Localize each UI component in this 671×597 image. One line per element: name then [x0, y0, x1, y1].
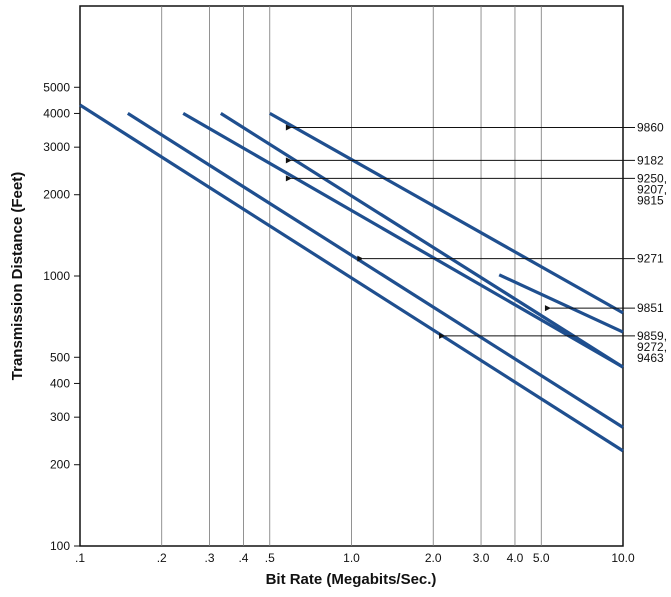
series-line	[126, 112, 624, 429]
x-tick-label: .1	[75, 551, 85, 565]
x-tick-label: 1.0	[343, 551, 360, 565]
y-tick-label: 200	[50, 458, 70, 472]
annotation-label: 9182	[637, 153, 664, 167]
annotation-label: 9271	[637, 252, 664, 266]
y-tick-label: 500	[50, 350, 70, 364]
series-line	[219, 112, 624, 369]
annotation-label: 9851	[637, 301, 664, 315]
x-tick-label: 10.0	[611, 551, 635, 565]
annotation-label: 9815	[637, 193, 664, 207]
annotation-label: 9463	[637, 351, 664, 365]
y-tick-label: 5000	[43, 80, 70, 94]
y-tick-label: 300	[50, 410, 70, 424]
annotation-label: 9272,	[637, 340, 667, 354]
x-tick-label: 5.0	[533, 551, 550, 565]
series-line	[269, 112, 624, 315]
x-tick-label: .5	[265, 551, 275, 565]
series-line	[182, 112, 624, 369]
y-tick-label: 4000	[43, 106, 70, 120]
x-tick-label: .4	[238, 551, 248, 565]
annotation-label: 9860	[637, 120, 664, 134]
x-tick-label: .2	[157, 551, 167, 565]
y-tick-label: 3000	[43, 140, 70, 154]
y-tick-label: 100	[50, 539, 70, 553]
annotation-label: 9207,	[637, 182, 667, 196]
x-tick-label: 3.0	[473, 551, 490, 565]
y-axis-label: Transmission Distance (Feet)	[9, 172, 26, 380]
grid-layer	[161, 6, 542, 546]
annotation-layer: 9860 9182 9250,9207,9815 9271 9851 9859,9272,…	[285, 120, 667, 365]
series-layer	[79, 103, 624, 453]
series-line	[79, 103, 624, 453]
y-tick-label: 2000	[43, 188, 70, 202]
annotation-label: 9250,	[637, 171, 667, 185]
y-tick-label: 400	[50, 376, 70, 390]
annotation-label: 9859,	[637, 329, 667, 343]
x-tick-label: 2.0	[425, 551, 442, 565]
x-axis-label: Bit Rate (Megabits/Sec.)	[266, 571, 437, 588]
tick-layer: .1 .2 .3 .4 .5 1.0 2.0 3.0 4.0 5.0 10.0 100 200 300 40…	[43, 80, 635, 565]
y-tick-label: 1000	[43, 269, 70, 283]
x-tick-label: 4.0	[507, 551, 524, 565]
series-line	[498, 273, 624, 334]
x-tick-label: .3	[205, 551, 215, 565]
